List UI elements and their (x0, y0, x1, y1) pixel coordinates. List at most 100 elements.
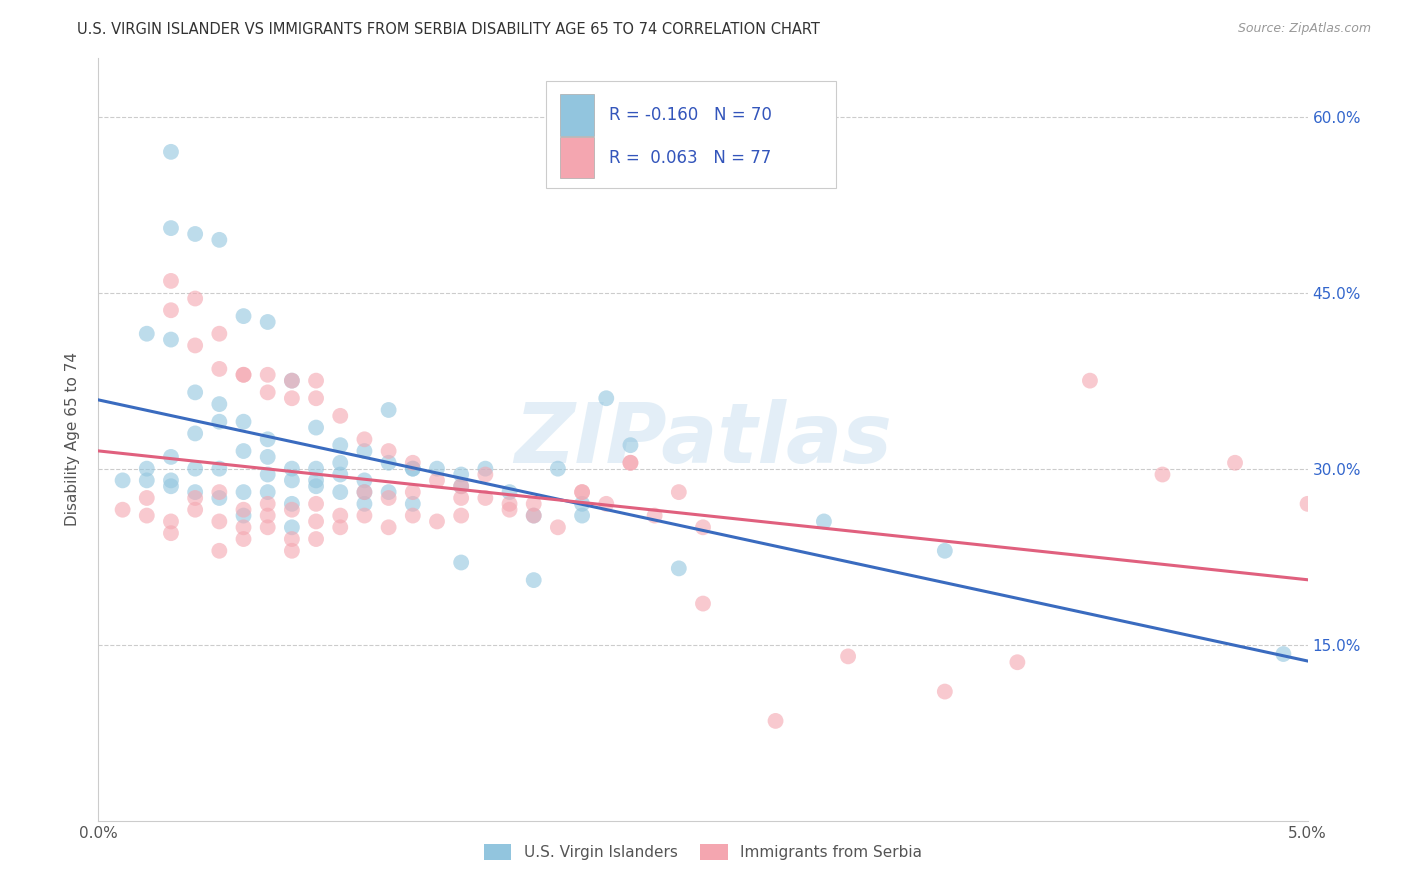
Point (934, 684, 956, 698)
Point (184, 461, 207, 475)
Point (353, 497, 375, 511)
Text: U.S. VIRGIN ISLANDER VS IMMIGRANTS FROM SERBIA DISABILITY AGE 65 TO 74 CORRELATI: U.S. VIRGIN ISLANDER VS IMMIGRANTS FROM … (77, 22, 820, 37)
Point (281, 374, 304, 388)
Point (305, 391, 328, 405)
Point (571, 497, 593, 511)
Point (668, 485, 690, 500)
Point (160, 526, 183, 541)
Point (281, 391, 304, 405)
Point (184, 502, 207, 516)
Point (256, 315, 278, 329)
Point (523, 508, 546, 523)
Point (111, 502, 134, 516)
Point (256, 368, 278, 382)
Point (353, 485, 375, 500)
Point (595, 497, 617, 511)
Point (256, 485, 278, 500)
Point (184, 385, 207, 400)
Point (208, 491, 231, 505)
Point (571, 485, 593, 500)
Point (450, 479, 472, 493)
Point (1152, 467, 1174, 482)
Point (353, 485, 375, 500)
Point (184, 426, 207, 441)
Point (1223, 456, 1246, 470)
Point (208, 461, 231, 475)
Point (329, 409, 352, 423)
Point (281, 497, 304, 511)
FancyBboxPatch shape (546, 81, 837, 187)
Point (402, 508, 425, 523)
Point (523, 497, 546, 511)
Point (402, 456, 425, 470)
Point (305, 474, 328, 488)
Point (619, 456, 641, 470)
Point (184, 338, 207, 352)
Point (160, 274, 183, 288)
Point (377, 491, 399, 505)
Point (232, 368, 254, 382)
Point (547, 461, 569, 475)
Text: R =  0.063   N = 77: R = 0.063 N = 77 (609, 148, 770, 167)
Point (377, 456, 399, 470)
Point (329, 485, 352, 500)
Point (523, 508, 546, 523)
Point (619, 438, 641, 452)
Point (160, 474, 183, 488)
Point (160, 145, 183, 159)
Point (160, 303, 183, 318)
Point (160, 515, 183, 529)
Point (232, 502, 254, 516)
Point (256, 520, 278, 534)
Point (135, 491, 157, 505)
Point (281, 461, 304, 475)
Point (498, 502, 520, 516)
Point (595, 391, 617, 405)
Point (184, 227, 207, 241)
Point (426, 474, 449, 488)
Point (305, 479, 328, 493)
Point (450, 479, 472, 493)
Point (208, 362, 231, 376)
Point (668, 561, 690, 575)
Point (135, 474, 157, 488)
Point (135, 461, 157, 475)
Legend: U.S. Virgin Islanders, Immigrants from Serbia: U.S. Virgin Islanders, Immigrants from S… (478, 838, 928, 866)
Point (474, 491, 496, 505)
Point (377, 444, 399, 458)
Point (160, 221, 183, 235)
Point (329, 508, 352, 523)
Point (208, 515, 231, 529)
Point (402, 497, 425, 511)
Point (135, 508, 157, 523)
Point (353, 444, 375, 458)
Point (474, 461, 496, 475)
Point (450, 508, 472, 523)
Point (692, 520, 714, 534)
Point (426, 461, 449, 475)
Point (329, 467, 352, 482)
Point (232, 309, 254, 323)
Point (232, 368, 254, 382)
Point (450, 556, 472, 570)
Point (353, 474, 375, 488)
Point (281, 474, 304, 488)
Point (329, 456, 352, 470)
Point (377, 520, 399, 534)
Point (232, 532, 254, 546)
Point (402, 485, 425, 500)
Point (837, 649, 859, 664)
Point (692, 597, 714, 611)
Point (281, 502, 304, 516)
Point (184, 491, 207, 505)
Point (402, 461, 425, 475)
Point (256, 497, 278, 511)
Point (498, 485, 520, 500)
Text: Source: ZipAtlas.com: Source: ZipAtlas.com (1237, 22, 1371, 36)
Point (232, 485, 254, 500)
Point (644, 508, 666, 523)
Point (256, 467, 278, 482)
Point (208, 233, 231, 247)
Point (281, 374, 304, 388)
Point (353, 508, 375, 523)
